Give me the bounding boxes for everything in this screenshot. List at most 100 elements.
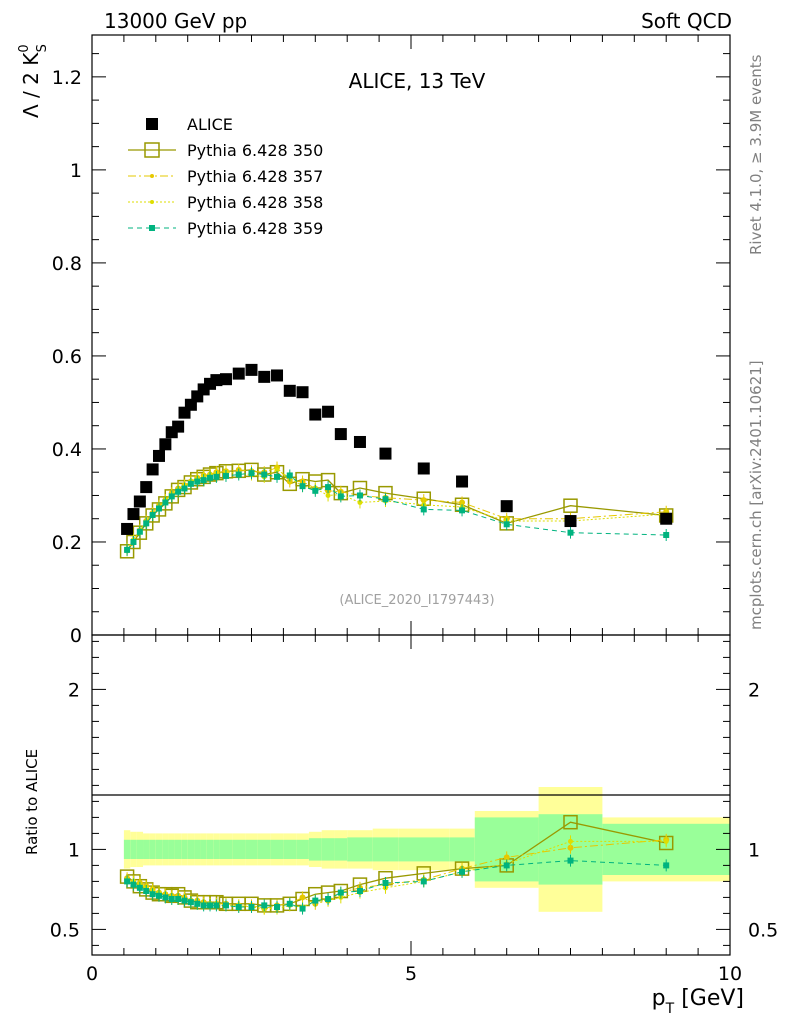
ratio-series-point: [299, 905, 306, 912]
ratio-y-tick-label-left: 2: [68, 679, 80, 701]
ratio-series-point: [222, 902, 229, 909]
ratio-series-point: [567, 844, 574, 851]
ratio-stat-band: [123, 839, 131, 859]
main-series-point: [274, 473, 281, 480]
main-series-point: [133, 495, 146, 508]
main-series-point: [274, 467, 280, 473]
main-series-point: [149, 512, 156, 518]
main-series-point: [219, 373, 232, 386]
ratio-series-point: [248, 904, 255, 910]
x-tick-label: 0: [86, 963, 98, 985]
ratio-series-point: [155, 892, 162, 899]
main-series-point: [456, 475, 469, 488]
legend-label: Pythia 6.428 357: [187, 167, 323, 186]
x-tick-label: 5: [405, 963, 417, 985]
main-series-point: [567, 529, 574, 536]
ratio-y-tick-label-left: 0.5: [50, 919, 80, 941]
main-series-point: [146, 463, 159, 476]
ratio-series-point: [261, 902, 268, 909]
main-series-point: [258, 370, 271, 383]
ratio-stat-band: [213, 839, 220, 859]
main-series-point: [213, 473, 220, 480]
main-y-tick-label: 1.2: [52, 67, 82, 89]
ratio-series-point: [200, 902, 207, 909]
ratio-series-point: [356, 888, 363, 894]
main-y-axis-label: Λ / 2 K0 S: [17, 44, 50, 118]
series-alice: [121, 363, 673, 535]
ratio-series-point: [143, 888, 150, 894]
mcplots-label: mcplots.cern.ch [arXiv:2401.10621]: [747, 360, 765, 630]
ratio-stat-band: [149, 839, 156, 859]
legend-marker: [150, 200, 154, 204]
ratio-series-point: [213, 902, 220, 909]
ratio-series-point: [187, 899, 194, 906]
rivet-version-label: Rivet 4.1.0, ≥ 3.9M events: [747, 54, 765, 255]
plot-title: ALICE, 13 TeV: [349, 69, 486, 93]
main-series-point: [222, 472, 229, 479]
main-series-point: [136, 528, 143, 535]
ratio-series-point: [235, 904, 242, 910]
ratio-y-tick-label-right: 0.5: [748, 919, 778, 941]
ratio-series-point: [162, 894, 169, 901]
main-series-point: [563, 498, 578, 513]
legend-label: Pythia 6.428 350: [187, 141, 323, 160]
main-series-point: [235, 471, 242, 478]
main-y-tick-label: 0.6: [52, 346, 82, 368]
ratio-stat-band: [308, 838, 322, 861]
ratio-series-point: [420, 878, 427, 885]
main-series-point: [312, 487, 319, 494]
main-y-tick-label: 0.8: [52, 253, 82, 275]
main-y-tick-labels: 0 0.2 0.4 0.6 0.8 1 1.2: [52, 67, 82, 647]
ratio-stat-band: [136, 839, 144, 859]
ratio-series-point: [325, 896, 332, 902]
main-series-point: [459, 507, 466, 514]
ratio-series-point: [136, 884, 143, 891]
ratio-stat-band: [174, 839, 182, 859]
ratio-series-point: [168, 896, 175, 902]
svg-text:Λ / 2 K0S: Λ / 2 K0 S: [17, 44, 50, 118]
ratio-series-group: [119, 814, 674, 915]
ratio-plot: 0.5 0.5 1 1 2 2: [50, 634, 778, 956]
main-y-tick-label: 0: [70, 625, 82, 647]
ratio-y-tick-label-right: 2: [748, 679, 760, 701]
ratio-series-point: [299, 894, 306, 901]
main-series-point: [417, 462, 430, 475]
main-series-point: [379, 447, 392, 460]
main-plot: 0 0.2 0.4 0.6 0.8 1 1.2 ALICE, 13 TeV (ALICE_2…: [52, 34, 731, 647]
main-series-point: [159, 438, 172, 451]
main-series-point: [325, 484, 332, 491]
ratio-y-tick-label-left: 1: [68, 839, 80, 861]
main-series-line: [126, 469, 667, 552]
main-series-point: [660, 512, 673, 525]
main-series-point: [207, 474, 214, 481]
ratio-series-point: [568, 838, 573, 844]
ratio-series-point: [459, 868, 466, 875]
main-axis-ticks: [91, 35, 731, 636]
main-series-point: [152, 449, 165, 462]
x-tick-label: 10: [718, 963, 742, 985]
main-series-point: [162, 499, 169, 506]
main-series-point: [155, 505, 162, 512]
main-series-point: [200, 477, 207, 484]
main-series-point: [286, 472, 293, 479]
ratio-series-point: [663, 862, 670, 869]
main-series-point: [382, 496, 389, 503]
ratio-y-axis-label: Ratio to ALICE: [23, 749, 41, 855]
x-tick-labels: 0 5 10: [86, 963, 742, 985]
ratio-stat-band: [270, 839, 284, 859]
main-series-point: [248, 470, 255, 477]
ratio-axis-ticks: [91, 635, 731, 955]
ratio-series-point: [382, 880, 389, 886]
ratio-series-point: [503, 862, 510, 869]
ratio-stat-band: [181, 839, 188, 859]
ratio-series-point: [312, 897, 319, 904]
main-series-point: [124, 546, 131, 553]
ratio-stat-band: [219, 839, 233, 859]
main-y-tick-label: 1: [70, 160, 82, 182]
ratio-series-point: [567, 857, 574, 864]
main-series-point: [356, 492, 363, 499]
main-series-point: [663, 532, 670, 538]
ratio-stat-band: [283, 839, 297, 859]
main-series-point: [309, 408, 322, 421]
ratio-stat-band: [155, 839, 163, 859]
